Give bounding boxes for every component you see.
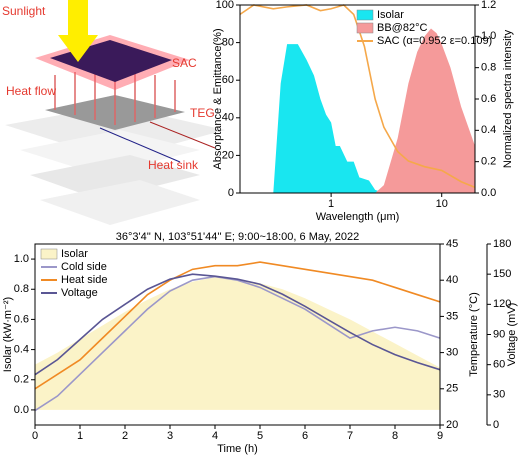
y-tick-label: 40 [222, 112, 234, 124]
line [34, 275, 441, 412]
y-tick-label: 150 [493, 268, 511, 280]
y-tick-label: 60 [222, 74, 234, 86]
line [34, 261, 441, 390]
wire [99, 127, 181, 163]
legend-label: SAC (α=0.952 ε=0.109) [377, 35, 492, 47]
y-tick-label: 0 [228, 187, 234, 199]
x-axis-label: Time (h) [217, 443, 258, 455]
x-tick-label: 3 [167, 430, 173, 442]
y-tick-label: 35 [446, 310, 458, 322]
y-axis-label: Isolar (kW·m⁻²) [2, 297, 14, 372]
legend-swatch [40, 248, 58, 260]
y-tick-label: 0.6 [481, 93, 496, 105]
heat-sink-fin [20, 130, 200, 175]
y-tick-label: 0.8 [14, 283, 29, 295]
heat-sink-fin [40, 180, 200, 225]
y-tick-label: 0.2 [481, 156, 496, 168]
x-tick-label: 5 [257, 430, 263, 442]
y-tick-label: 20 [446, 419, 458, 431]
x-tick-label: 9 [437, 430, 443, 442]
legend-label: Voltage [61, 287, 98, 299]
y-tick-label: 0.4 [14, 343, 29, 355]
sunlight-arrow [58, 0, 98, 62]
plot-frame [34, 243, 441, 426]
chart-title: 36°3'4'' N, 103°51'44'' E; 9:00~18:00, 6… [116, 231, 360, 243]
heat-sink-fin [30, 155, 200, 200]
legend-label: BB@82°C [377, 22, 427, 34]
y-axis-label: Absorptance & Emittance(%) [212, 28, 224, 169]
area [35, 277, 440, 410]
label: SAC [172, 56, 197, 70]
y-tick-label: 45 [446, 238, 458, 250]
y-axis-label: Voltage (mV) [506, 303, 518, 367]
y-tick-label: 0 [493, 419, 499, 431]
legend-swatch [356, 9, 374, 21]
x-tick-label: 10 [436, 198, 448, 210]
x-tick-label: 6 [302, 430, 308, 442]
label: TEG [190, 106, 215, 120]
y-tick-label: 0.4 [481, 124, 496, 136]
y-tick-label: 20 [222, 149, 234, 161]
y-tick-label: 0.8 [481, 62, 496, 74]
y-tick-label: 30 [446, 347, 458, 359]
y-tick-label: 30 [493, 389, 505, 401]
x-tick-label: 8 [392, 430, 398, 442]
y-tick-label: 0.0 [14, 404, 29, 416]
y-tick-label: 0.6 [14, 313, 29, 325]
x-tick-label: 2 [122, 430, 128, 442]
y-tick-label: 1.2 [481, 0, 496, 11]
y-tick-label: 180 [493, 238, 511, 250]
legend-swatch [356, 22, 374, 34]
label: Sunlight [2, 4, 46, 18]
diagram: Sunlight SAC Heat flow TEG Heat sink [2, 0, 225, 225]
label: Heat sink [148, 158, 199, 172]
x-tick-label: 1 [328, 198, 334, 210]
label: Heat flow [6, 84, 56, 98]
y-tick-label: 25 [446, 383, 458, 395]
legend-label: Isolar [61, 248, 88, 260]
x-tick-label: 4 [212, 430, 218, 442]
y-tick-label: 40 [446, 274, 458, 286]
area [375, 28, 475, 193]
y-tick-label: 80 [222, 37, 234, 49]
y-tick-label: 1.0 [14, 253, 29, 265]
legend-label: Cold side [61, 261, 107, 273]
y-tick-label: 1.0 [481, 30, 496, 42]
y-tick-label: 0.2 [14, 374, 29, 386]
y-tick-label: 60 [493, 359, 505, 371]
y-axis-label: Temperature (°C) [468, 292, 480, 376]
x-tick-label: 7 [347, 430, 353, 442]
x-axis-label: Wavelength (μm) [316, 211, 400, 223]
y-tick-label: 100 [216, 0, 234, 11]
y-tick-label: 90 [493, 328, 505, 340]
y-axis-label: Normalized spectra intensity [502, 29, 514, 168]
wire [149, 121, 216, 149]
y-tick-label: 120 [493, 298, 511, 310]
y-tick-label: 0.0 [481, 187, 496, 199]
line [34, 273, 441, 376]
x-tick-label: 0 [32, 430, 38, 442]
legend-label: Isolar [377, 9, 404, 21]
area [273, 44, 384, 193]
legend-label: Heat side [61, 274, 107, 286]
x-tick-label: 1 [77, 430, 83, 442]
